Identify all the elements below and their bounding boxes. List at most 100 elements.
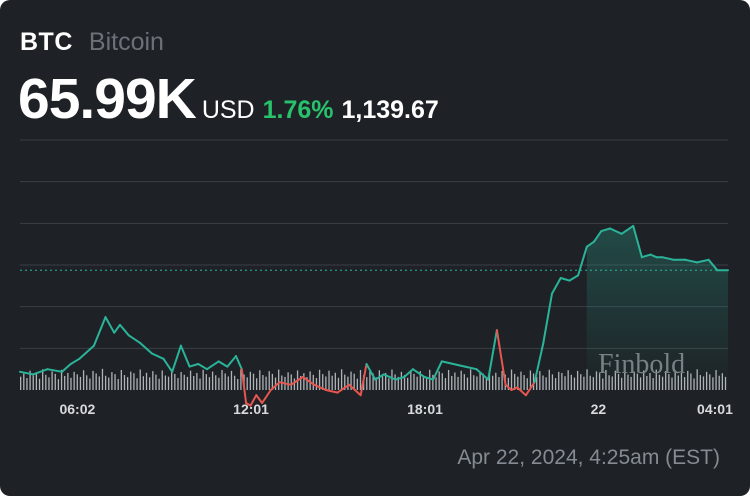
volume-bar — [23, 373, 25, 390]
volume-bar — [469, 369, 472, 390]
volume-bar — [177, 378, 179, 390]
price-line-segment — [127, 334, 142, 345]
price-line-segment — [382, 373, 397, 381]
volume-bar — [136, 378, 138, 390]
volume-bar — [485, 378, 488, 390]
volume-bar — [155, 374, 157, 390]
volume-bar — [536, 376, 538, 390]
price-line-segment — [171, 344, 182, 373]
volume-bar — [167, 376, 170, 390]
price-line-segment — [600, 227, 611, 233]
volume-bar — [407, 377, 409, 390]
price-line-segment — [533, 342, 545, 384]
volume-bar — [429, 369, 431, 390]
volume-bar — [221, 369, 223, 390]
volume-bar — [567, 370, 569, 390]
price-line-segment — [365, 363, 377, 381]
volume-bar — [183, 374, 185, 390]
volume-bar — [101, 368, 104, 390]
volume-bar — [356, 378, 358, 390]
volume-bar — [463, 374, 465, 390]
volume-bar — [523, 375, 525, 390]
price-line-segment — [411, 368, 426, 378]
price-line-segment — [162, 357, 174, 373]
volume-bar — [410, 370, 412, 390]
price-line-segment — [551, 277, 562, 295]
volume-bar — [583, 376, 585, 390]
volume-bar — [26, 378, 28, 390]
price-line-segment — [403, 368, 414, 378]
volume-bar — [539, 371, 541, 390]
volume-bar — [460, 370, 462, 390]
volume-bar — [375, 377, 377, 390]
price-line-segment — [432, 360, 443, 381]
volume-bar — [542, 375, 544, 390]
volume-bar — [268, 371, 270, 390]
volume-bar — [174, 373, 176, 390]
volume-bar — [111, 372, 113, 390]
volume-bar — [315, 378, 318, 390]
volume-bar — [54, 373, 56, 390]
volume-bar — [42, 369, 44, 390]
volume-bar — [38, 378, 41, 390]
price-line-segment — [524, 381, 536, 397]
price-line-segment — [577, 245, 588, 277]
volume-bar — [114, 374, 116, 390]
x-tick-label: 04:01 — [697, 401, 733, 417]
volume-bar — [202, 369, 204, 390]
volume-bar — [488, 370, 491, 390]
volume-bar — [233, 375, 236, 390]
price-line-segment — [487, 329, 498, 381]
volume-bar — [265, 376, 267, 390]
volume-bar — [278, 369, 280, 390]
change-percent: 1.76% — [262, 96, 334, 124]
price-line-segment — [632, 224, 643, 259]
volume-bar — [312, 374, 314, 390]
price-line-segment — [269, 381, 281, 391]
price-line-segment — [640, 253, 652, 259]
volume-bar — [271, 373, 274, 390]
price-line-segment — [684, 258, 698, 264]
volume-bar — [397, 376, 399, 390]
asset-name: Bitcoin — [88, 28, 164, 56]
volume-bar — [318, 369, 321, 390]
volume-bar — [208, 377, 211, 390]
volume-bar — [473, 375, 475, 390]
volume-bar — [237, 378, 239, 390]
volume-bar — [400, 371, 403, 390]
volume-bar — [372, 373, 374, 390]
volume-bar — [205, 374, 207, 390]
volume-bar — [158, 378, 160, 390]
price-line-segment — [324, 389, 339, 394]
volume-bar — [180, 372, 182, 390]
volume-bar — [120, 369, 122, 390]
price-line-segment — [290, 376, 304, 386]
volume-bar — [252, 373, 255, 390]
volume-bar — [573, 377, 576, 390]
volume-bar — [391, 369, 393, 390]
volume-bar — [432, 374, 434, 390]
volume-bar — [331, 375, 333, 390]
price-line-segment — [394, 376, 406, 381]
volume-bar — [51, 371, 53, 390]
price-line-segment — [226, 355, 237, 368]
price-line-segment — [559, 277, 571, 282]
volume-bar — [322, 374, 324, 390]
volume-bar — [117, 378, 119, 390]
price-line-segment — [696, 258, 710, 264]
x-tick-label: 18:01 — [407, 401, 443, 417]
volume-bar — [514, 373, 516, 390]
price-line-segment — [32, 368, 49, 376]
volume-bar — [325, 376, 327, 390]
price-line-segment — [217, 360, 229, 368]
volume-bar — [347, 376, 349, 390]
volume-bar — [161, 370, 163, 390]
price-line-segment — [510, 386, 519, 391]
price-line-segment — [542, 292, 553, 345]
volume-bar — [479, 372, 481, 390]
price-line-segment — [278, 381, 293, 386]
volume-bar — [218, 377, 220, 390]
price-line-segment — [301, 376, 316, 386]
volume-bar — [378, 370, 381, 390]
